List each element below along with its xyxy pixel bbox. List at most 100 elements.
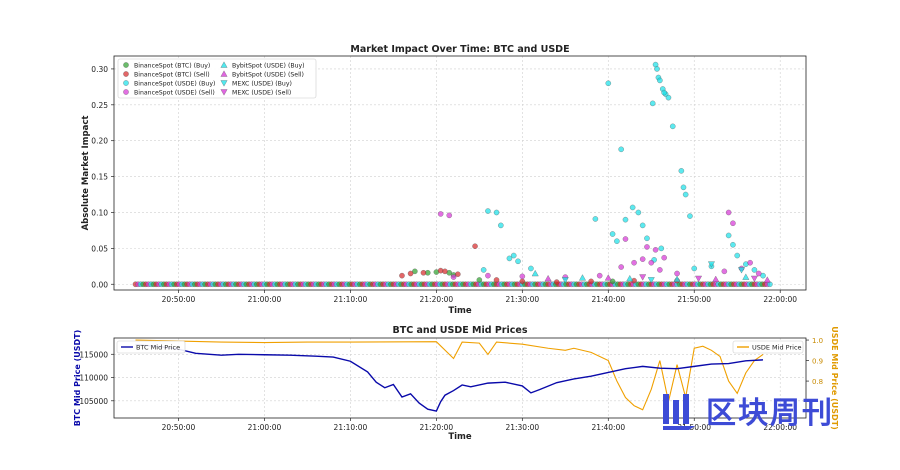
impact-chart-title: Market Impact Over Time: BTC and USDE [350, 44, 569, 55]
impact-ytick-label: 0.15 [91, 173, 108, 182]
impact-data-point [725, 209, 732, 216]
impact-data-point [455, 271, 461, 277]
impact-data-point [596, 272, 603, 279]
impact-ytick-label: 0.00 [91, 280, 108, 289]
price-y2tick-label: 0.8 [812, 378, 823, 386]
impact-data-point [682, 191, 689, 198]
impact-data-point [742, 273, 750, 280]
impact-series-1 [399, 243, 680, 285]
price-xtick-label: 21:20:00 [420, 423, 454, 432]
impact-data-point [420, 270, 427, 276]
impact-data-point [730, 220, 736, 226]
impact-xtick-label: 20:50:00 [162, 295, 196, 304]
impact-xtick-label: 21:10:00 [334, 295, 368, 304]
impact-plot-frame [113, 55, 807, 291]
impact-y-axis-label: Absolute Market Impact [81, 116, 91, 231]
price-xtick-label: 21:30:00 [505, 423, 539, 432]
impact-data-point [631, 259, 637, 266]
impact-xtick-label: 22:00:00 [763, 295, 797, 304]
impact-x-axis-label: Time [448, 306, 472, 316]
impact-legend-label: BinanceSpot (USDE) (Sell) [134, 90, 215, 97]
impact-data-point [485, 208, 491, 214]
impact-series-7 [639, 274, 758, 283]
impact-data-point [515, 258, 521, 265]
impact-data-point [407, 270, 414, 277]
impact-series-3 [437, 209, 762, 280]
impact-data-point [604, 274, 612, 281]
impact-data-point [493, 277, 500, 283]
impact-data-point [510, 252, 517, 259]
impact-xtick-label: 21:40:00 [591, 295, 625, 304]
usde-legend: USDE Mid Price [732, 340, 804, 354]
impact-legend-label: BybitSpot (USDE) (Sell) [232, 72, 304, 79]
impact-data-point [738, 267, 745, 274]
impact-data-point [652, 247, 659, 253]
usde-legend-box [732, 340, 804, 354]
impact-data-point [644, 244, 650, 250]
impact-data-point [649, 100, 656, 107]
price-chart-title: BTC and USDE Mid Prices [393, 325, 528, 336]
impact-data-point [626, 275, 634, 282]
watermark: 区块周刊 [660, 385, 890, 435]
impact-data-point [605, 80, 612, 87]
impact-baseline-cluster [132, 281, 773, 288]
impact-data-point [639, 222, 646, 229]
impact-xtick-label: 21:00:00 [248, 295, 282, 304]
impact-legend-marker [123, 71, 129, 77]
impact-data-point [639, 256, 646, 262]
impact-data-point [712, 275, 720, 282]
impact-data-point [725, 232, 732, 239]
impact-data-point [661, 254, 667, 261]
impact-data-point [622, 236, 629, 242]
price-plot-frame [113, 337, 807, 419]
impact-data-point [629, 204, 636, 211]
price-x-axis-label: Time [448, 432, 472, 442]
impact-data-point [531, 269, 539, 277]
price-chart: 105000 110000 115000 20:50:00 21:00:00 21:10:… [73, 325, 839, 442]
impact-legend-marker [220, 89, 228, 96]
impact-data-point [614, 238, 620, 244]
impact-data-point [644, 235, 650, 242]
btc-legend: BTC Mid Price [116, 340, 186, 354]
impact-data-point [665, 94, 672, 101]
impact-data-point [618, 264, 624, 270]
btc-price-line [135, 343, 764, 412]
impact-xtick-label: 21:30:00 [505, 295, 539, 304]
impact-legend-label: MEXC (USDE) (Sell) [232, 90, 291, 97]
impact-data-point [622, 216, 629, 223]
impact-data-point [437, 211, 444, 217]
impact-data-point [476, 277, 483, 283]
btc-legend-label: BTC Mid Price [136, 344, 180, 352]
impact-data-point [592, 216, 599, 222]
impact-data-point [750, 275, 758, 283]
impact-data-point [670, 123, 676, 130]
impact-data-point [553, 279, 560, 285]
impact-legend-box [117, 58, 317, 99]
impact-ytick-label: 0.10 [91, 208, 108, 217]
price-xtick-label: 21:00:00 [248, 423, 282, 432]
impact-data-point [519, 273, 526, 280]
impact-legend-label: BybitSpot (USDE) (Buy) [232, 63, 305, 70]
price-ytick-label: 105000 [79, 397, 108, 406]
impact-legend-marker [123, 89, 129, 95]
impact-xtick-label: 21:20:00 [420, 295, 454, 304]
impact-ytick-label: 0.20 [91, 137, 108, 146]
impact-data-point [734, 252, 740, 259]
impact-data-point [399, 272, 405, 279]
impact-legend-marker [220, 61, 228, 68]
impact-data-point [678, 168, 685, 174]
impact-data-point [519, 278, 526, 285]
impact-series-2 [480, 61, 766, 279]
impact-data-point [561, 277, 569, 284]
impact-data-point [707, 261, 715, 268]
price-xtick-label: 22:00:00 [763, 423, 797, 432]
impact-data-point [588, 278, 594, 285]
impact-legend-marker [220, 70, 228, 77]
impact-data-point [674, 270, 680, 277]
impact-data-point [661, 89, 667, 96]
impact-data-point [493, 209, 500, 216]
impact-data-point [691, 265, 697, 272]
impact-legend-label: BinanceSpot (BTC) (Sell) [134, 72, 210, 79]
impact-data-point [747, 259, 753, 266]
